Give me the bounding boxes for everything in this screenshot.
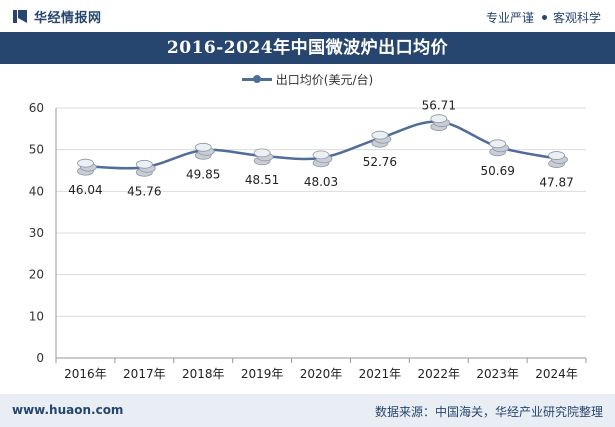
y-tick-label: 30 <box>29 226 44 240</box>
data-label: 52.76 <box>363 155 397 169</box>
x-tick-label: 2024年 <box>535 367 578 381</box>
x-tick-label: 2017年 <box>123 367 166 381</box>
chart-title: 2016-2024年中国微波炉出口均价 <box>166 38 449 58</box>
data-point-coin-icon <box>194 142 215 160</box>
y-tick-label: 50 <box>29 143 44 157</box>
data-label: 56.71 <box>422 99 456 113</box>
data-point-coin-icon <box>489 139 510 157</box>
data-label: 48.51 <box>245 173 279 187</box>
data-label: 50.69 <box>480 164 514 178</box>
x-tick-label: 2018年 <box>182 367 225 381</box>
x-tick-label: 2023年 <box>476 367 519 381</box>
data-point-coin-icon <box>253 148 274 166</box>
y-tick-label: 20 <box>29 268 44 282</box>
top-bar: 华经情报网 专业严谨 客观科学 <box>0 0 615 32</box>
data-point-coin-icon <box>548 151 568 168</box>
data-point-coin-icon <box>430 114 451 132</box>
data-point-coin-icon <box>135 159 156 177</box>
title-bar: 2016-2024年中国微波炉出口均价 <box>0 32 615 64</box>
footer-source: 数据来源：中国海关，华经产业研究院整理 <box>374 405 603 419</box>
dot-icon <box>541 15 547 20</box>
line-chart: 0 10 20 30 40 50 60 2016年 2017年 2018年 2019年 2020年 20… <box>29 99 587 381</box>
slogan: 专业严谨 客观科学 <box>486 9 601 26</box>
data-label: 47.87 <box>539 176 573 190</box>
brand: 华经情报网 <box>12 7 102 26</box>
data-label: 49.85 <box>186 167 220 181</box>
x-tick-label: 2022年 <box>418 367 461 381</box>
legend-label: 出口均价(美元/台) <box>275 73 374 87</box>
data-point-coin-icon <box>312 150 333 168</box>
x-tick-label: 2019年 <box>241 367 284 381</box>
data-point-coin-icon <box>371 130 392 148</box>
y-tick-label: 60 <box>29 101 44 115</box>
brand-name: 华经情报网 <box>34 11 102 26</box>
data-label: 48.03 <box>304 175 338 189</box>
x-tick-label: 2016年 <box>64 367 107 381</box>
data-label: 46.04 <box>68 183 102 197</box>
data-label: 45.76 <box>127 184 161 198</box>
y-tick-label: 0 <box>36 351 44 365</box>
footer: www.huaon.com 数据来源：中国海关，华经产业研究院整理 <box>0 394 615 427</box>
x-tick-label: 2021年 <box>359 367 402 381</box>
footer-url[interactable]: www.huaon.com <box>12 403 124 417</box>
legend-item: 出口均价(美元/台) <box>241 71 374 88</box>
slogan-right: 客观科学 <box>552 11 601 25</box>
legend: 出口均价(美元/台) <box>0 70 615 88</box>
x-tick-label: 2020年 <box>300 367 343 381</box>
y-tick-label: 10 <box>29 309 44 323</box>
slogan-left: 专业严谨 <box>485 11 534 25</box>
data-point-coin-icon <box>77 158 97 176</box>
legend-line-icon <box>241 75 272 83</box>
y-tick-label: 40 <box>29 184 44 198</box>
logo-icon <box>13 10 27 23</box>
